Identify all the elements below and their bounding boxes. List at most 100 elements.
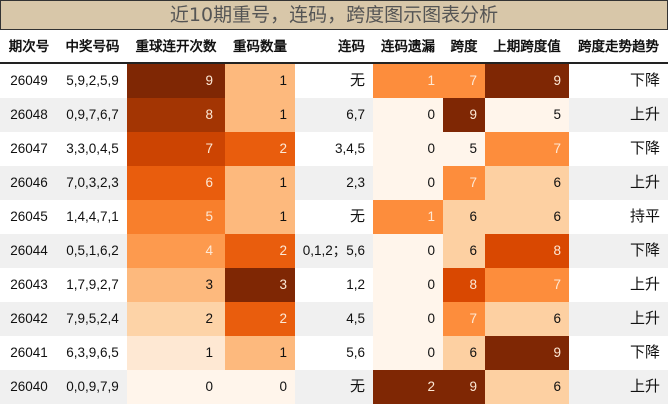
cell-issue: 26049 <box>10 73 48 88</box>
cell-consecutive-miss: 0 <box>373 132 443 166</box>
header-consecutive-miss: 连码遗漏 <box>381 39 435 55</box>
header-consecutive: 连码 <box>338 39 365 55</box>
cell-numbers: 1,4,4,7,1 <box>66 209 119 224</box>
cell-numbers: 0,9,7,6,7 <box>66 107 119 122</box>
cell-numbers: 6,3,9,6,5 <box>66 345 119 360</box>
cell-span-trend: 上升 <box>629 310 660 327</box>
cell-consecutive-miss: 0 <box>373 234 443 268</box>
cell-repeat-streak: 5 <box>127 200 225 234</box>
cell-span-trend: 持平 <box>629 208 660 225</box>
table-header: 期次号 中奖号码 重球连开次数 重码数量 连码 连码遗漏 跨度 上期跨度值 跨度走势趋势 <box>0 30 668 64</box>
table-row: 26041 6,3,9,6,5 1 1 5,6 0 6 9 下降 <box>0 336 668 370</box>
cell-numbers: 5,9,2,5,9 <box>66 73 119 88</box>
table-row: 26040 0,0,9,7,9 0 0 无 2 9 6 上升 <box>0 370 668 404</box>
cell-prev-span: 8 <box>485 234 569 268</box>
cell-span-trend: 下降 <box>629 72 660 89</box>
cell-consecutive-miss: 0 <box>373 98 443 132</box>
cell-issue: 26043 <box>10 277 48 292</box>
cell-consecutive-miss: 1 <box>373 64 443 98</box>
cell-repeat-count: 2 <box>225 302 295 336</box>
header-repeat-count: 重码数量 <box>233 39 287 55</box>
cell-span-trend: 上升 <box>629 106 660 123</box>
cell-issue: 26046 <box>10 175 48 190</box>
cell-numbers: 7,9,5,2,4 <box>66 311 119 326</box>
cell-prev-span: 5 <box>485 98 569 132</box>
cell-span-trend: 上升 <box>629 174 660 191</box>
cell-span: 6 <box>443 200 485 234</box>
cell-repeat-streak: 7 <box>127 132 225 166</box>
cell-prev-span: 9 <box>485 336 569 370</box>
cell-prev-span: 6 <box>485 200 569 234</box>
cell-span: 7 <box>443 302 485 336</box>
table-row: 26043 1,7,9,2,7 3 3 1,2 0 8 7 上升 <box>0 268 668 302</box>
cell-repeat-count: 1 <box>225 64 295 98</box>
cell-repeat-count: 1 <box>225 200 295 234</box>
header-span-trend: 跨度走势趋势 <box>578 39 659 55</box>
table-row: 26042 7,9,5,2,4 2 2 4,5 0 7 6 上升 <box>0 302 668 336</box>
cell-prev-span: 7 <box>485 132 569 166</box>
cell-prev-span: 7 <box>485 268 569 302</box>
cell-numbers: 7,0,3,2,3 <box>66 175 119 190</box>
cell-span: 7 <box>443 64 485 98</box>
cell-numbers: 3,3,0,4,5 <box>66 141 119 156</box>
cell-repeat-count: 2 <box>225 132 295 166</box>
cell-issue: 26047 <box>10 141 48 156</box>
cell-repeat-streak: 6 <box>127 166 225 200</box>
cell-issue: 26044 <box>10 243 48 258</box>
cell-span-trend: 下降 <box>629 242 660 259</box>
cell-consecutive: 2,3 <box>346 175 365 190</box>
cell-repeat-streak: 1 <box>127 336 225 370</box>
cell-repeat-count: 2 <box>225 234 295 268</box>
cell-repeat-streak: 4 <box>127 234 225 268</box>
cell-consecutive: 无 <box>349 378 365 395</box>
cell-span-trend: 下降 <box>629 344 660 361</box>
cell-span: 8 <box>443 268 485 302</box>
cell-repeat-count: 1 <box>225 98 295 132</box>
cell-consecutive-miss: 0 <box>373 268 443 302</box>
table-row: 26049 5,9,2,5,9 9 1 无 1 7 9 下降 <box>0 64 668 98</box>
cell-prev-span: 6 <box>485 166 569 200</box>
cell-repeat-count: 3 <box>225 268 295 302</box>
cell-consecutive-miss: 2 <box>373 370 443 404</box>
header-prev-span: 上期跨度值 <box>493 39 561 55</box>
cell-issue: 26045 <box>10 209 48 224</box>
table-row: 26047 3,3,0,4,5 7 2 3,4,5 0 5 7 下降 <box>0 132 668 166</box>
cell-prev-span: 9 <box>485 64 569 98</box>
cell-span: 9 <box>443 98 485 132</box>
cell-numbers: 0,0,9,7,9 <box>66 379 119 394</box>
cell-issue: 26040 <box>10 379 48 394</box>
cell-repeat-streak: 2 <box>127 302 225 336</box>
cell-consecutive: 3,4,5 <box>334 141 365 156</box>
table-row: 26048 0,9,7,6,7 8 1 6,7 0 9 5 上升 <box>0 98 668 132</box>
cell-span: 7 <box>443 166 485 200</box>
header-span: 跨度 <box>450 39 478 55</box>
cell-issue: 26042 <box>10 311 48 326</box>
cell-repeat-streak: 0 <box>127 370 225 404</box>
cell-consecutive: 无 <box>349 208 365 225</box>
cell-repeat-count: 1 <box>225 166 295 200</box>
cell-consecutive-miss: 0 <box>373 166 443 200</box>
cell-repeat-count: 1 <box>225 336 295 370</box>
cell-issue: 26048 <box>10 107 48 122</box>
cell-span: 6 <box>443 234 485 268</box>
cell-consecutive-miss: 1 <box>373 200 443 234</box>
table-row: 26046 7,0,3,2,3 6 1 2,3 0 7 6 上升 <box>0 166 668 200</box>
cell-consecutive-miss: 0 <box>373 302 443 336</box>
cell-span: 9 <box>443 370 485 404</box>
cell-span-trend: 上升 <box>629 276 660 293</box>
cell-numbers: 1,7,9,2,7 <box>66 277 119 292</box>
cell-consecutive: 6,7 <box>346 107 365 122</box>
cell-consecutive: 5,6 <box>346 345 365 360</box>
cell-repeat-streak: 8 <box>127 98 225 132</box>
cell-prev-span: 6 <box>485 370 569 404</box>
cell-span-trend: 上升 <box>629 378 660 395</box>
header-issue: 期次号 <box>8 39 50 55</box>
cell-repeat-streak: 9 <box>127 64 225 98</box>
cell-consecutive-miss: 0 <box>373 336 443 370</box>
cell-span: 5 <box>443 132 485 166</box>
cell-consecutive: 0,1,2；5,6 <box>302 243 365 258</box>
cell-prev-span: 6 <box>485 302 569 336</box>
cell-consecutive: 4,5 <box>346 311 365 326</box>
header-numbers: 中奖号码 <box>65 39 120 55</box>
cell-repeat-streak: 3 <box>127 268 225 302</box>
